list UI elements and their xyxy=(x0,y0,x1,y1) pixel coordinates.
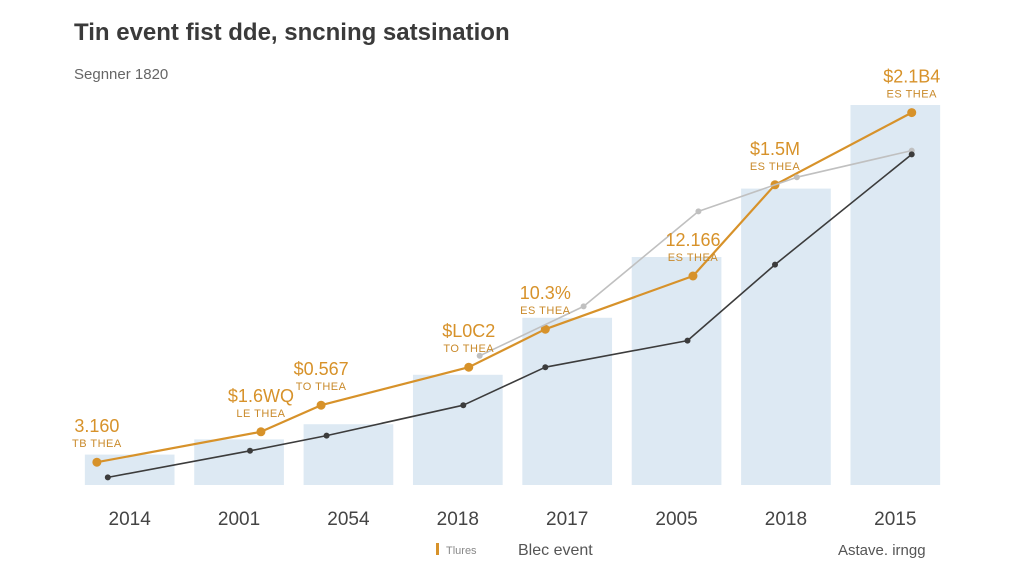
series-point-dark-series-2 xyxy=(323,432,330,439)
series-point-grey-series-1 xyxy=(580,303,587,310)
annotation-sub-6: ES THEA xyxy=(750,161,801,173)
bar-3 xyxy=(412,374,503,485)
series-point-dark-series-5 xyxy=(684,337,691,344)
legend-label-blec-event: Blec event xyxy=(518,542,593,559)
series-point-dark-series-0 xyxy=(104,474,111,481)
annotation-value-7: $2.1B4 xyxy=(883,67,940,87)
lines-layer xyxy=(92,108,917,481)
series-point-Tlures-2 xyxy=(316,400,326,410)
bar-5 xyxy=(631,257,722,485)
bar-6 xyxy=(741,188,831,485)
x-tick-6: 2018 xyxy=(765,509,807,530)
chart-title: Tin event fist dde, sncning satsination xyxy=(74,19,510,46)
x-tick-5: 2005 xyxy=(655,509,697,530)
series-line-Tlures xyxy=(96,111,913,464)
x-tick-7: 2015 xyxy=(874,509,916,530)
annotation-value-0: 3.160 xyxy=(74,416,119,436)
series-point-grey-series-0 xyxy=(476,352,483,359)
series-point-Tlures-1 xyxy=(256,427,266,437)
legend: Tlures Blec event xyxy=(436,542,593,559)
series-point-grey-series-2 xyxy=(695,208,702,215)
series-point-dark-series-3 xyxy=(460,402,467,409)
x-axis-ticks: 2014 2001 2054 2018 2017 2005 2018 2015 xyxy=(109,509,917,530)
annotation-value-4: 10.3% xyxy=(520,283,571,303)
annotation-value-3: $L0C2 xyxy=(442,321,495,341)
x-tick-3: 2018 xyxy=(437,509,479,530)
annotation-sub-7: ES THEA xyxy=(887,89,938,101)
annotation-sub-4: ES THEA xyxy=(520,305,571,317)
series-point-Tlures-5 xyxy=(688,271,698,281)
series-point-dark-series-1 xyxy=(247,447,253,454)
annotation-sub-2: TO THEA xyxy=(296,381,347,393)
annotation-sub-3: TO THEA xyxy=(443,343,494,355)
source-note: Astave. irngg xyxy=(838,542,926,559)
x-tick-4: 2017 xyxy=(546,509,588,530)
series-line-dark-series xyxy=(107,153,913,479)
series-point-grey-series-3 xyxy=(793,174,800,181)
annotation-value-2: $0.567 xyxy=(294,359,349,379)
legend-label-tlures: Tlures xyxy=(446,545,477,557)
x-tick-0: 2014 xyxy=(109,509,152,530)
annotations-layer: 3.160 TB THEA $1.6WQ LE THEA $0.567 TO THEA $L… xyxy=(72,67,940,451)
series-point-Tlures-4 xyxy=(540,324,550,334)
series-point-Tlures-0 xyxy=(92,457,102,467)
legend-swatch-tlures xyxy=(436,543,439,555)
chart-subtitle: Segnner 1820 xyxy=(74,66,168,83)
series-point-dark-series-7 xyxy=(908,151,915,158)
bar-2 xyxy=(303,424,394,485)
series-point-Tlures-3 xyxy=(464,362,474,372)
annotation-value-6: $1.5M xyxy=(750,139,800,159)
annotation-sub-0: TB THEA xyxy=(72,438,122,450)
annotation-value-1: $1.6WQ xyxy=(228,386,294,406)
x-tick-1: 2001 xyxy=(218,509,260,530)
annotation-value-5: 12.166 xyxy=(665,230,720,250)
bar-4 xyxy=(522,317,613,485)
annotation-sub-5: ES THEA xyxy=(668,252,719,264)
annotation-sub-1: LE THEA xyxy=(236,408,285,420)
x-tick-2: 2054 xyxy=(327,509,370,530)
series-point-Tlures-7 xyxy=(907,108,917,118)
bars-layer xyxy=(84,105,941,485)
series-point-dark-series-4 xyxy=(542,364,549,371)
series-point-dark-series-6 xyxy=(772,261,778,268)
